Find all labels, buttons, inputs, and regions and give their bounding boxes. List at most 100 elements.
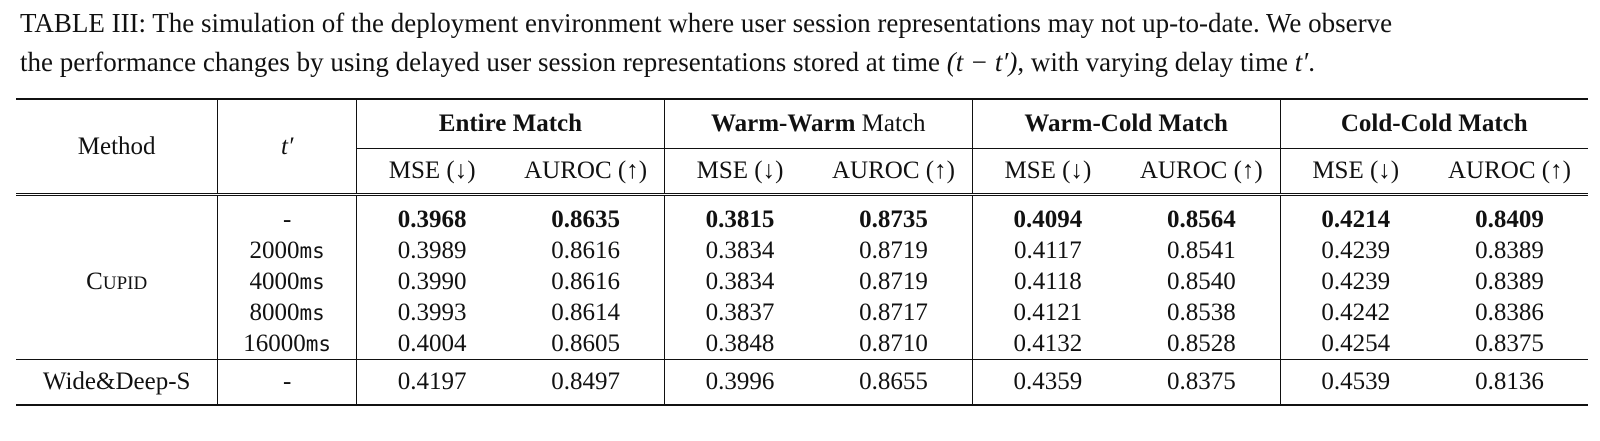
- header-delay: t′: [217, 98, 357, 195]
- group-label: Entire Match: [438, 110, 583, 137]
- header-auroc: AUROC (↑): [1430, 148, 1588, 195]
- caption-line-1: TABLE III: The simulation of the deploym…: [20, 8, 1393, 38]
- metric-cell: 0.8528: [1123, 328, 1281, 360]
- header-auroc: AUROC (↑): [1123, 148, 1281, 195]
- metric-cell: 0.4359: [972, 359, 1124, 406]
- header-mse: MSE (↓): [972, 148, 1124, 195]
- metric-cell: 0.8375: [1123, 359, 1281, 406]
- delay-cell: 16000ms: [217, 328, 357, 360]
- metric-cell: 0.3989: [397, 236, 467, 264]
- caption-math: (t − t′): [946, 47, 1018, 77]
- header-row-metrics: MSE (↓) AUROC (↑) MSE (↓) AUROC (↑) MSE …: [16, 148, 1588, 195]
- metric-cell: 0.8635: [507, 202, 665, 235]
- metric-cell: 0.8710: [815, 328, 973, 360]
- metric-cell: 0.8409: [1475, 205, 1544, 233]
- header-group-entire: Entire Match: [356, 98, 665, 149]
- metric-cell: 0.3968: [397, 205, 467, 233]
- delay-value: 2000: [249, 236, 300, 264]
- table-caption: TABLE III: The simulation of the deploym…: [20, 4, 1590, 82]
- method-cupid: CUPID: [16, 202, 219, 360]
- header-auroc: AUROC (↑): [815, 148, 973, 195]
- metric-cell: 0.8538: [1123, 297, 1281, 328]
- metric-cell: 0.4239: [1321, 267, 1391, 295]
- metric-cell: 0.4117: [1013, 236, 1082, 264]
- metric-cell: 0.8616: [507, 235, 665, 266]
- group-label: Warm-Cold Match: [1024, 110, 1228, 137]
- header-mse: MSE (↓): [356, 148, 508, 195]
- table-row: Wide&Deep-S -0.4197 0.8497 0.3996 0.8655 0.43…: [16, 359, 1588, 406]
- metric-cell: 0.3834: [705, 236, 775, 264]
- metric-cell: 0.3848: [705, 329, 775, 357]
- metric-cell: 0.3990: [397, 267, 467, 295]
- delay-unit: ms: [299, 269, 325, 294]
- metric-cell: 0.3837: [705, 298, 775, 326]
- delay-cell: 2000ms: [217, 235, 357, 266]
- method-widedeep: Wide&Deep-S: [16, 359, 219, 406]
- metric-cell: 0.8717: [815, 297, 973, 328]
- metric-cell: 0.4004: [397, 329, 467, 357]
- delay-cell: -: [217, 359, 357, 406]
- metric-cell: 0.4121: [1013, 298, 1083, 326]
- header-auroc: AUROC (↑): [507, 148, 665, 195]
- metric-cell: 0.8389: [1475, 267, 1544, 295]
- table-row: 4000ms 0.3990 0.8616 0.3834 0.8719 0.4118 0.85…: [16, 266, 1588, 297]
- metric-cell: 0.8541: [1123, 235, 1281, 266]
- metric-cell: 0.4539: [1280, 359, 1431, 406]
- group-label-suffix: Match: [855, 110, 926, 137]
- header-row-groups: Method t′ Entire Match Warm-Warm Match W…: [16, 98, 1588, 195]
- metric-cell: 0.3834: [705, 267, 775, 295]
- metric-cell: 0.8136: [1430, 359, 1588, 406]
- metric-cell: 0.8605: [507, 328, 665, 360]
- metric-cell: 0.4254: [1321, 329, 1391, 357]
- delay-unit: ms: [299, 238, 325, 263]
- caption-text: .: [1308, 47, 1315, 77]
- delay-value: 8000: [249, 298, 300, 326]
- caption-text: , with varying delay time: [1017, 47, 1295, 77]
- metric-cell: 0.3993: [397, 298, 467, 326]
- metric-cell: 0.4242: [1321, 298, 1391, 326]
- header-method: Method: [16, 98, 219, 195]
- table-row: 8000ms 0.3993 0.8614 0.3837 0.8717 0.4121 0.85…: [16, 297, 1588, 328]
- metric-cell: 0.4094: [1013, 205, 1083, 233]
- delay-cell: -: [217, 202, 357, 235]
- caption-math: t′: [1294, 47, 1309, 77]
- delay-unit: ms: [305, 331, 332, 356]
- group-label: Cold-Cold Match: [1340, 110, 1528, 137]
- delay-cell: 8000ms: [217, 297, 357, 328]
- metric-cell: 0.8375: [1475, 329, 1544, 357]
- caption-line-2: the performance changes by using delayed…: [20, 43, 1590, 82]
- header-group-warm-cold: Warm-Cold Match: [972, 98, 1281, 149]
- metric-cell: 0.8719: [815, 235, 973, 266]
- metric-cell: 0.8386: [1475, 298, 1544, 326]
- metric-cell: 0.4118: [1013, 267, 1082, 295]
- metric-cell: 0.3996: [664, 359, 816, 406]
- metric-cell: 0.8614: [507, 297, 665, 328]
- metric-cell: 0.4197: [356, 359, 508, 406]
- method-label: UPID: [102, 272, 148, 294]
- metric-cell: 0.8616: [507, 266, 665, 297]
- group-label: Warm-Warm: [711, 110, 856, 137]
- caption-text: the performance changes by using delayed…: [20, 47, 947, 77]
- header-group-warm-warm: Warm-Warm Match: [664, 98, 973, 149]
- header-mse: MSE (↓): [664, 148, 816, 195]
- metric-cell: 0.8719: [815, 266, 973, 297]
- metric-cell: 0.8655: [815, 359, 973, 406]
- delay-cell: 4000ms: [217, 266, 357, 297]
- header-group-cold-cold: Cold-Cold Match: [1280, 98, 1588, 149]
- delay-value: 16000: [243, 329, 306, 357]
- table-row: CUPID - 0.3968 0.8635 0.3815 0.8735 0.4094 0.85…: [16, 202, 1588, 360]
- results-table: Method t′ Entire Match Warm-Warm Match W…: [16, 98, 1588, 406]
- metric-cell: 0.8389: [1475, 236, 1544, 264]
- metric-cell: 0.8564: [1123, 202, 1281, 235]
- header-mse: MSE (↓): [1280, 148, 1431, 195]
- metric-cell: 0.8497: [507, 359, 665, 406]
- delay-unit: ms: [299, 300, 325, 325]
- metric-cell: 0.8735: [815, 202, 973, 235]
- metric-cell: 0.4214: [1321, 205, 1391, 233]
- table-row: 16000ms 0.4004 0.8605 0.3848 0.8710 0.4132 0.8…: [16, 328, 1588, 360]
- header-separator: [16, 193, 1588, 202]
- metric-cell: 0.8540: [1123, 266, 1281, 297]
- method-label: C: [86, 267, 103, 295]
- metric-cell: 0.4239: [1321, 236, 1391, 264]
- table-row: 2000ms 0.3989 0.8616 0.3834 0.8719 0.4117 0.85…: [16, 235, 1588, 266]
